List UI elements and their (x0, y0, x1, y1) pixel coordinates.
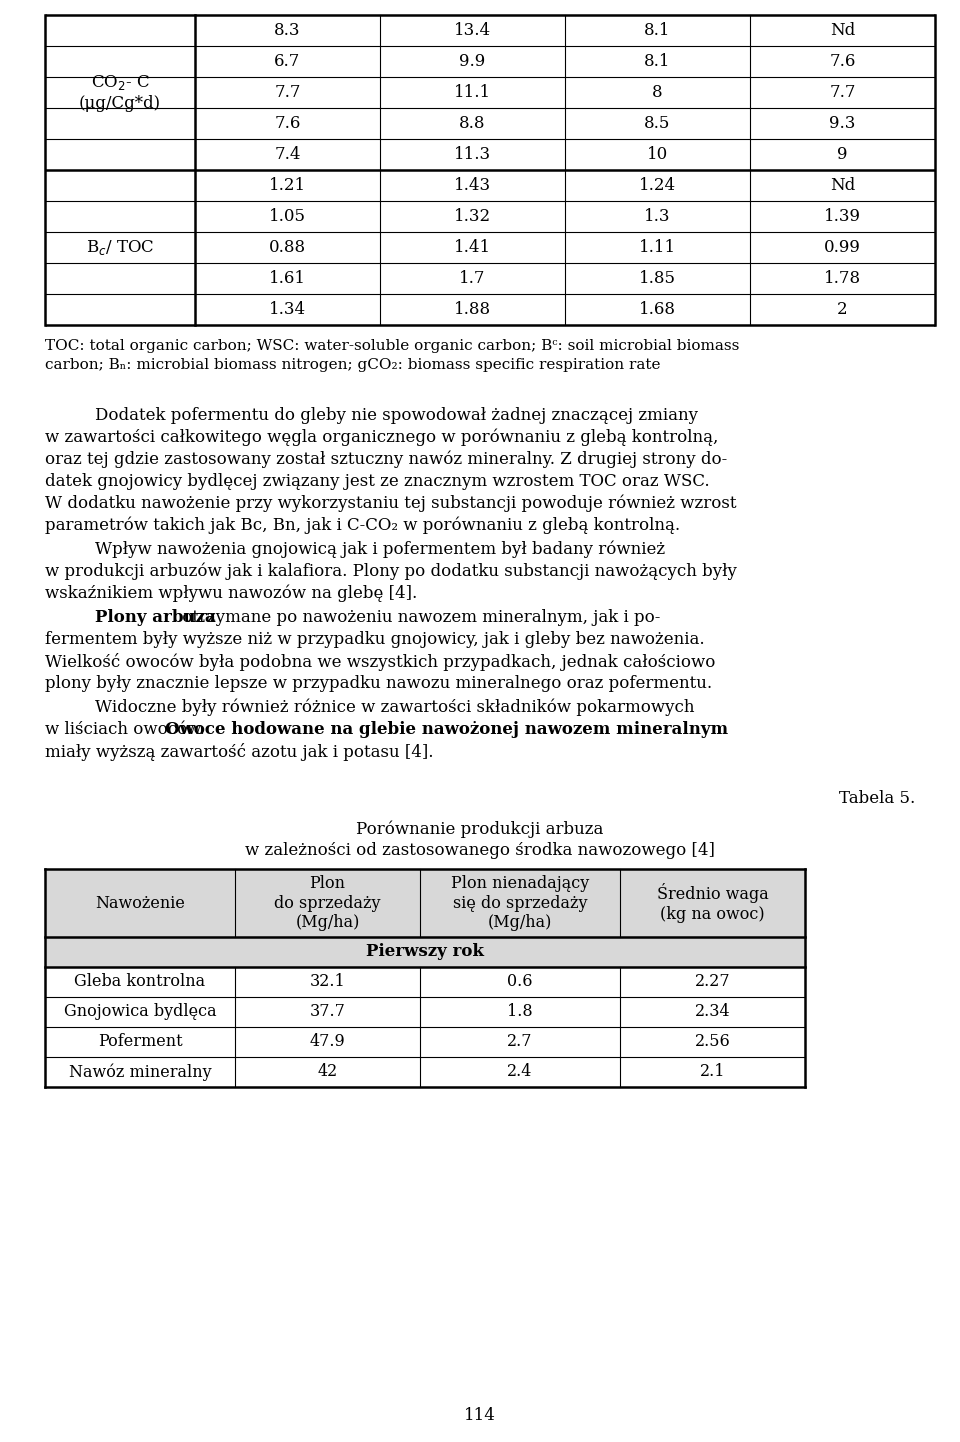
Text: 1.3: 1.3 (644, 208, 671, 225)
Text: 1.43: 1.43 (454, 177, 492, 195)
Bar (45, 870, 805, 937)
Text: 1.32: 1.32 (454, 208, 492, 225)
Text: 1.24: 1.24 (639, 177, 676, 195)
Text: plony były znacznie lepsze w przypadku nawozu mineralnego oraz pofermentu.: plony były znacznie lepsze w przypadku n… (45, 675, 712, 692)
Text: 47.9: 47.9 (310, 1034, 346, 1051)
Text: Plon
do sprzedaży
(Mg/ha): Plon do sprzedaży (Mg/ha) (275, 875, 381, 932)
Text: Tabela 5.: Tabela 5. (839, 790, 915, 808)
Text: 9: 9 (837, 146, 848, 163)
Text: 0.6: 0.6 (507, 973, 533, 991)
Text: w produkcji arbuzów jak i kalafiora. Plony po dodatku substancji nawożących były: w produkcji arbuzów jak i kalafiora. Plo… (45, 562, 737, 581)
Text: 1.34: 1.34 (269, 301, 306, 319)
Text: 1.11: 1.11 (639, 239, 676, 257)
Text: 1.41: 1.41 (454, 239, 492, 257)
Text: 2: 2 (837, 301, 848, 319)
Text: TOC: total organic carbon; WSC: water-soluble organic carbon; Bᶜ: soil microbial: TOC: total organic carbon; WSC: water-so… (45, 339, 739, 353)
Text: wskaźnikiem wpływu nawozów na glebę [4].: wskaźnikiem wpływu nawozów na glebę [4]. (45, 585, 418, 603)
Text: 8.8: 8.8 (459, 115, 486, 133)
Text: 13.4: 13.4 (454, 22, 492, 39)
Text: Nawożenie: Nawożenie (95, 894, 185, 911)
Text: Poferment: Poferment (98, 1034, 182, 1051)
Text: W dodatku nawożenie przy wykorzystaniu tej substancji powoduje również wzrost: W dodatku nawożenie przy wykorzystaniu t… (45, 495, 736, 512)
Text: 0.88: 0.88 (269, 239, 306, 257)
Text: 0.99: 0.99 (824, 239, 861, 257)
Text: 1.7: 1.7 (459, 270, 486, 287)
Text: B$_c$/ TOC: B$_c$/ TOC (85, 238, 155, 257)
Text: 2.27: 2.27 (695, 973, 731, 991)
Text: 7.4: 7.4 (275, 146, 300, 163)
Text: 6.7: 6.7 (275, 53, 300, 71)
Text: Nd: Nd (829, 22, 855, 39)
Text: 37.7: 37.7 (309, 1004, 346, 1021)
Text: miały wyższą zawartość azotu jak i potasu [4].: miały wyższą zawartość azotu jak i potas… (45, 743, 434, 761)
Text: Pierwszy rok: Pierwszy rok (366, 943, 484, 960)
Text: parametrów takich jak Bc, Bn, jak i C-CO₂ w porównaniu z glebą kontrolną.: parametrów takich jak Bc, Bn, jak i C-CO… (45, 518, 680, 535)
Text: Wpływ nawożenia gnojowicą jak i pofermentem był badany również: Wpływ nawożenia gnojowicą jak i pofermen… (95, 541, 665, 558)
Text: w liściach owoców.: w liściach owoców. (45, 721, 210, 738)
Text: Porównanie produkcji arbuza: Porównanie produkcji arbuza (356, 820, 604, 838)
Text: 7.7: 7.7 (829, 84, 855, 101)
Text: 1.21: 1.21 (269, 177, 306, 195)
Text: 1.8: 1.8 (507, 1004, 533, 1021)
Text: 1.05: 1.05 (269, 208, 306, 225)
Text: 9.9: 9.9 (460, 53, 486, 71)
Text: 8.3: 8.3 (275, 22, 300, 39)
Text: 8: 8 (652, 84, 662, 101)
Text: oraz tej gdzie zastosowany został sztuczny nawóz mineralny. Z drugiej strony do-: oraz tej gdzie zastosowany został sztucz… (45, 451, 728, 469)
Text: 7.7: 7.7 (275, 84, 300, 101)
Text: 1.88: 1.88 (454, 301, 492, 319)
Text: carbon; Bₙ: microbial biomass nitrogen; gCO₂: biomass specific respiration rate: carbon; Bₙ: microbial biomass nitrogen; … (45, 358, 660, 372)
Text: 1.78: 1.78 (824, 270, 861, 287)
Text: 32.1: 32.1 (310, 973, 346, 991)
Text: 2.1: 2.1 (700, 1064, 725, 1080)
Text: 2.7: 2.7 (507, 1034, 533, 1051)
Text: Owoce hodowane na glebie nawożonej nawozem mineralnym: Owoce hodowane na glebie nawożonej nawoz… (165, 721, 728, 738)
Text: Dodatek pofermentu do gleby nie spowodował żadnej znaczącej zmiany: Dodatek pofermentu do gleby nie spowodow… (95, 407, 698, 424)
Text: datek gnojowicy bydlęcej związany jest ze znacznym wzrostem TOC oraz WSC.: datek gnojowicy bydlęcej związany jest z… (45, 473, 709, 490)
Text: 114: 114 (464, 1406, 496, 1423)
Text: 9.3: 9.3 (829, 115, 855, 133)
Text: 8.1: 8.1 (644, 22, 671, 39)
Text: fermentem były wyższe niż w przypadku gnojowicy, jak i gleby bez nawożenia.: fermentem były wyższe niż w przypadku gn… (45, 632, 705, 647)
Text: 1.68: 1.68 (639, 301, 676, 319)
Text: 10: 10 (647, 146, 668, 163)
Text: 8.5: 8.5 (644, 115, 671, 133)
Text: Gleba kontrolna: Gleba kontrolna (75, 973, 205, 991)
Text: 2.34: 2.34 (695, 1004, 731, 1021)
Text: otrzymane po nawożeniu nawozem mineralnym, jak i po-: otrzymane po nawożeniu nawozem mineralny… (177, 609, 660, 626)
Text: 1.85: 1.85 (639, 270, 676, 287)
Text: w zależności od zastosowanego środka nawozowego [4]: w zależności od zastosowanego środka naw… (245, 842, 715, 859)
Text: CO$_2$- C
(μg/Cg*d): CO$_2$- C (μg/Cg*d) (79, 74, 161, 112)
Text: 1.61: 1.61 (269, 270, 306, 287)
Text: 11.1: 11.1 (454, 84, 492, 101)
Text: 2.56: 2.56 (695, 1034, 731, 1051)
Text: w zawartości całkowitego węgla organicznego w porównaniu z glebą kontrolną,: w zawartości całkowitego węgla organiczn… (45, 430, 718, 447)
Text: Plony arbuza: Plony arbuza (95, 609, 216, 626)
Text: 7.6: 7.6 (829, 53, 855, 71)
Bar (45, 937, 805, 968)
Text: Nd: Nd (829, 177, 855, 195)
Text: Gnojowica bydlęca: Gnojowica bydlęca (63, 1004, 216, 1021)
Text: 7.6: 7.6 (275, 115, 300, 133)
Text: 8.1: 8.1 (644, 53, 671, 71)
Text: Plon nienadający
się do sprzedaży
(Mg/ha): Plon nienadający się do sprzedaży (Mg/ha… (451, 875, 589, 932)
Text: Średnio waga
(kg na owoc): Średnio waga (kg na owoc) (657, 883, 768, 923)
Text: 11.3: 11.3 (454, 146, 492, 163)
Text: 42: 42 (318, 1064, 338, 1080)
Text: Nawóz mineralny: Nawóz mineralny (69, 1063, 211, 1080)
Text: Widoczne były również różnice w zawartości składników pokarmowych: Widoczne były również różnice w zawartoś… (95, 699, 694, 717)
Text: Wielkość owoców była podobna we wszystkich przypadkach, jednak całościowo: Wielkość owoców była podobna we wszystki… (45, 653, 715, 671)
Text: 2.4: 2.4 (507, 1064, 533, 1080)
Text: 1.39: 1.39 (824, 208, 861, 225)
